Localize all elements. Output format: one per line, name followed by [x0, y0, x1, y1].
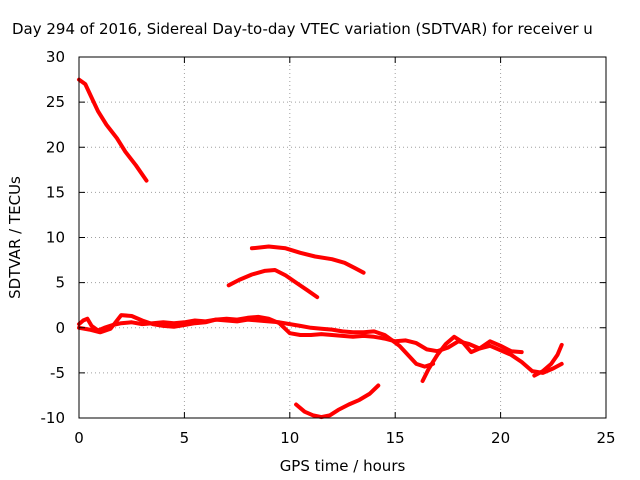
y-tick-label: 20 [46, 138, 65, 156]
x-tick-label: 0 [74, 429, 84, 447]
series-track-3 [226, 268, 320, 300]
y-tick-label: 15 [46, 183, 65, 201]
y-tick-label: -10 [41, 409, 66, 427]
y-tick-label: 10 [46, 229, 65, 247]
y-tick-label: 30 [46, 48, 65, 66]
y-tick-label: -5 [50, 364, 65, 382]
axis-ticks: 0 5 10 15 20 25 -10 -5 0 5 10 15 20 25 30 [41, 48, 616, 447]
y-tick-label: 0 [55, 319, 65, 337]
x-tick-label: 25 [596, 429, 615, 447]
y-tick-label: 25 [46, 93, 65, 111]
grid [79, 57, 606, 418]
series-track-7 [532, 342, 564, 378]
x-axis-label: GPS time / hours [280, 457, 406, 475]
x-tick-label: 15 [386, 429, 405, 447]
series-group [77, 77, 564, 420]
series-track-8 [294, 383, 381, 420]
y-tick-label: 5 [55, 274, 65, 292]
x-tick-label: 20 [491, 429, 510, 447]
x-tick-label: 10 [280, 429, 299, 447]
plot-frame [78, 56, 607, 419]
series-track-4 [77, 316, 436, 369]
series-track-1 [77, 77, 149, 183]
series-track-6 [420, 334, 524, 383]
series-track-2 [249, 244, 366, 275]
chart-title: Day 294 of 2016, Sidereal Day-to-day VTE… [12, 20, 593, 38]
x-tick-label: 5 [180, 429, 190, 447]
y-axis-label: SDTVAR / TECUs [6, 176, 24, 299]
